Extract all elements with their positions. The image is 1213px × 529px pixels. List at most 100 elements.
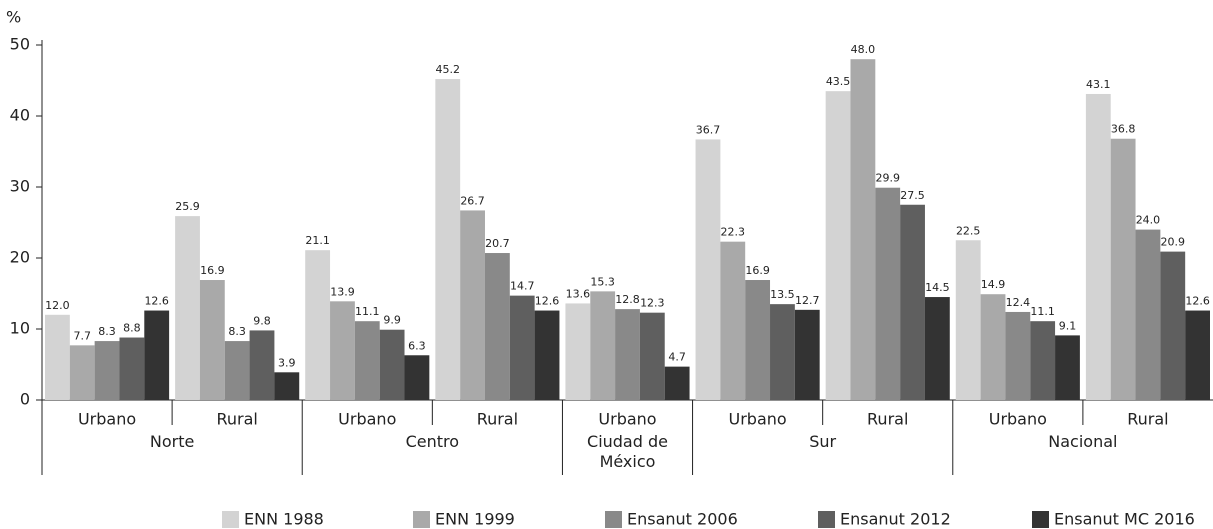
x-tick-label: Rural [1127, 410, 1168, 429]
y-tick-label: 30 [10, 177, 30, 196]
bar [745, 280, 771, 400]
y-tick-label: 40 [10, 106, 30, 125]
bar [484, 253, 510, 400]
value-label: 22.3 [721, 226, 746, 239]
bar [534, 310, 560, 400]
bar [875, 187, 901, 400]
bar [175, 216, 200, 400]
bar [1135, 229, 1161, 400]
legend-swatch [818, 511, 835, 528]
value-label: 9.9 [383, 314, 401, 327]
bar [460, 210, 485, 400]
value-label: 20.9 [1161, 236, 1186, 249]
legend-label: ENN 1999 [435, 510, 515, 529]
bar [1160, 251, 1186, 400]
legend-label: Ensanut 2006 [627, 510, 738, 529]
value-label: 16.9 [200, 264, 225, 277]
bar [274, 372, 300, 400]
x-tick-label: Rural [216, 410, 257, 429]
bar [615, 309, 640, 400]
value-label: 12.7 [795, 294, 820, 307]
bar [770, 304, 795, 400]
group-label-box: Norte [149, 432, 195, 451]
value-label: 9.8 [253, 314, 271, 327]
value-label: 12.8 [615, 293, 640, 306]
value-label: 29.9 [875, 172, 900, 185]
bar [825, 91, 851, 401]
bar [900, 204, 925, 400]
legend-label: ENN 1988 [244, 510, 324, 529]
x-tick-label: Urbano [989, 410, 1047, 429]
value-label: 22.5 [956, 224, 981, 237]
bar [224, 341, 250, 400]
value-label: 27.5 [900, 189, 925, 202]
bar [850, 59, 876, 400]
group-label-box: Sur [809, 432, 837, 451]
bar [1110, 138, 1136, 400]
bar [404, 355, 430, 400]
legend-swatch [413, 511, 430, 528]
value-label: 13.9 [330, 285, 355, 298]
value-label: 21.1 [305, 234, 330, 247]
bar [664, 366, 690, 400]
bar [1185, 310, 1210, 400]
legend-swatch [222, 511, 239, 528]
bar [199, 280, 225, 400]
value-label: 45.2 [435, 63, 460, 76]
x-tick-label: Rural [867, 410, 908, 429]
bar [1030, 321, 1056, 400]
group-label: Nacional [1048, 432, 1118, 451]
group-label-box: Ciudad de México [587, 432, 668, 471]
value-label: 12.6 [535, 295, 560, 308]
value-label: 6.3 [408, 339, 426, 352]
legend-swatch [605, 511, 622, 528]
value-label: 14.7 [510, 280, 535, 293]
value-label: 12.3 [640, 297, 665, 310]
value-label: 8.3 [228, 325, 246, 338]
value-label: 15.3 [590, 275, 615, 288]
y-tick-label: 20 [10, 248, 30, 267]
bar [379, 329, 405, 400]
bar [45, 314, 70, 400]
y-tick-label: 50 [10, 35, 30, 54]
bar [639, 312, 665, 400]
bar [354, 321, 380, 400]
group-label: Ciudad de México [587, 432, 668, 471]
value-label: 36.8 [1111, 123, 1136, 136]
bar [435, 79, 461, 400]
value-label: 13.5 [770, 288, 795, 301]
x-tick-label: Urbano [598, 410, 656, 429]
bar [980, 294, 1006, 400]
value-label: 13.6 [566, 287, 591, 300]
value-label: 11.1 [355, 305, 380, 318]
value-label: 4.7 [668, 351, 686, 364]
value-label: 43.5 [826, 75, 851, 88]
y-tick-label: 10 [10, 319, 30, 338]
bar [305, 250, 331, 400]
bar [94, 341, 120, 400]
x-tick-label: Urbano [338, 410, 396, 429]
bar [1005, 311, 1031, 400]
value-label: 8.3 [98, 325, 116, 338]
group-label: Norte [149, 432, 195, 451]
y-axis-label: % [6, 8, 21, 27]
group-label: Sur [809, 432, 837, 451]
value-label: 16.9 [745, 264, 770, 277]
value-label: 12.0 [45, 299, 70, 312]
y-tick-label: 0 [20, 390, 30, 409]
value-label: 36.7 [696, 123, 721, 136]
group-label-box: Centro [406, 432, 459, 451]
value-label: 12.6 [1185, 295, 1210, 308]
value-label: 20.7 [485, 237, 510, 250]
bar [144, 310, 170, 400]
value-label: 8.8 [123, 322, 141, 335]
bar [955, 240, 981, 400]
value-label: 14.9 [981, 278, 1006, 291]
bar [1085, 93, 1111, 401]
value-label: 12.6 [144, 295, 169, 308]
bar [119, 337, 145, 400]
value-label: 9.1 [1059, 319, 1077, 332]
legend-label: Ensanut MC 2016 [1054, 510, 1195, 529]
value-label: 26.7 [460, 194, 485, 207]
